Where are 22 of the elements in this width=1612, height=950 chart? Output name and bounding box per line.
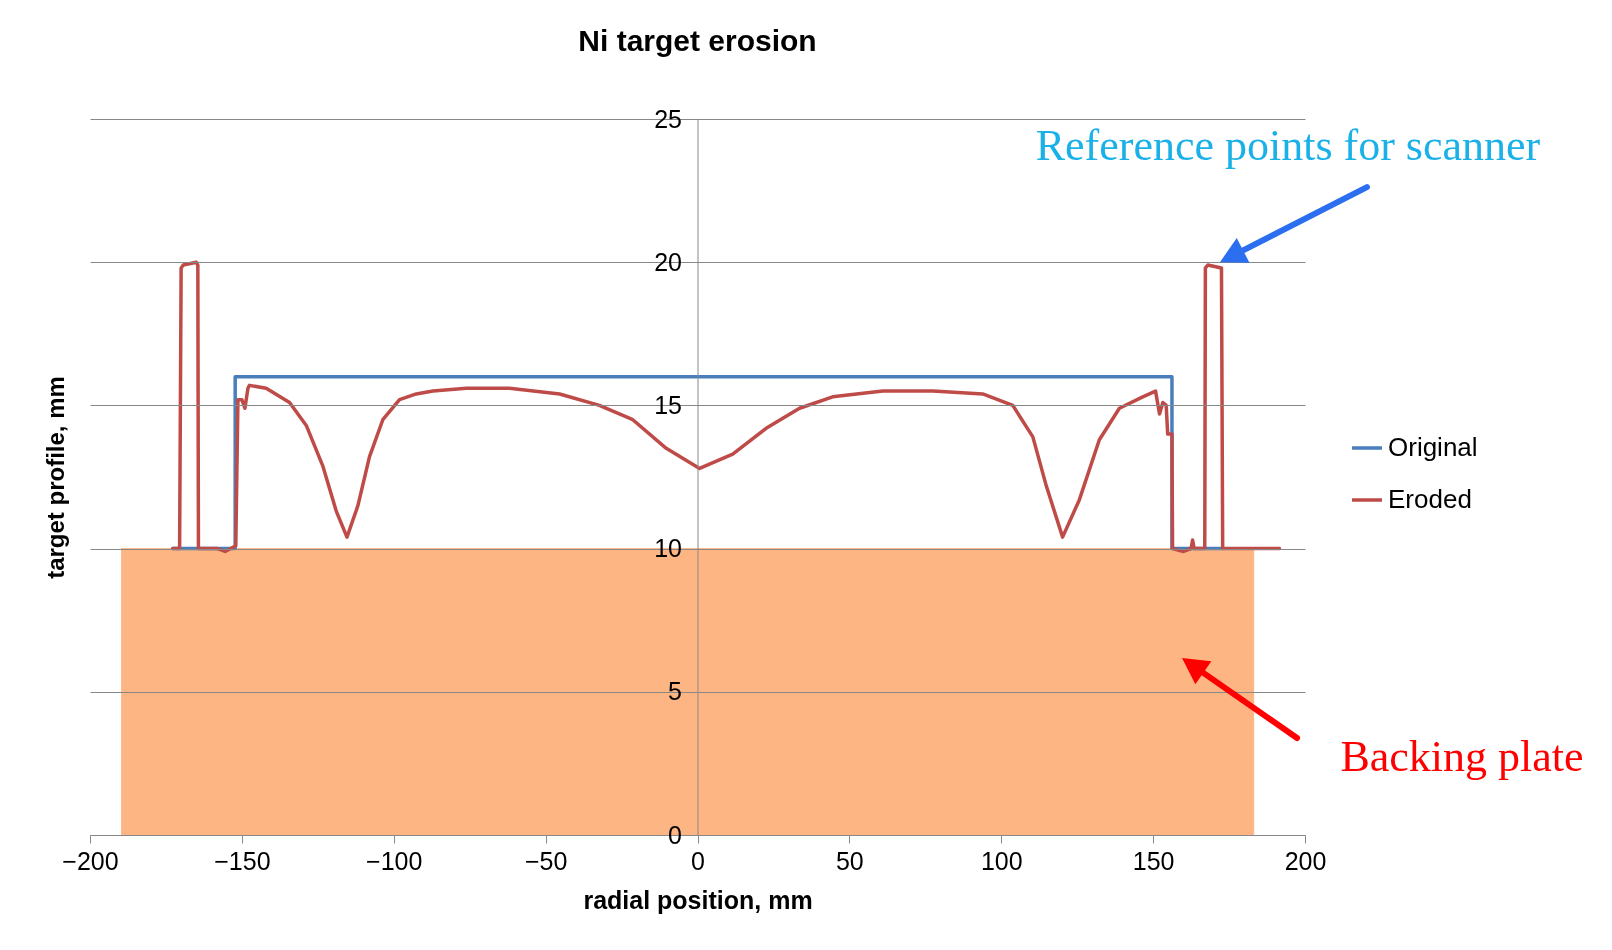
y-tick-label: 0 bbox=[668, 820, 682, 849]
y-tick-label: 15 bbox=[654, 390, 682, 419]
y-tick-label: 20 bbox=[654, 247, 682, 276]
x-tick-label: −100 bbox=[366, 846, 423, 875]
x-tick-label: 150 bbox=[1132, 846, 1175, 875]
x-tick-label: −150 bbox=[214, 846, 271, 875]
text: Backing plate bbox=[1340, 732, 1584, 781]
y-axis-title: target profile, mm bbox=[41, 376, 69, 579]
y-tick-label: 25 bbox=[654, 104, 682, 133]
chart-title: Ni target erosion bbox=[578, 24, 817, 57]
x-tick-label: −200 bbox=[62, 846, 119, 875]
legend-label: Eroded bbox=[1388, 484, 1472, 514]
y-tick-label: 5 bbox=[668, 677, 682, 706]
x-tick-label: 100 bbox=[980, 846, 1023, 875]
x-tick-label: 0 bbox=[691, 846, 705, 875]
legend-label: Original bbox=[1388, 432, 1478, 462]
y-tick-label: 10 bbox=[654, 534, 682, 563]
x-axis-title: radial position, mm bbox=[583, 885, 813, 914]
annotation: Reference points for scanner bbox=[1035, 121, 1541, 171]
x-tick-label: −50 bbox=[524, 846, 568, 875]
x-tick-label: 50 bbox=[835, 846, 864, 875]
x-tick-label: 200 bbox=[1284, 846, 1327, 875]
